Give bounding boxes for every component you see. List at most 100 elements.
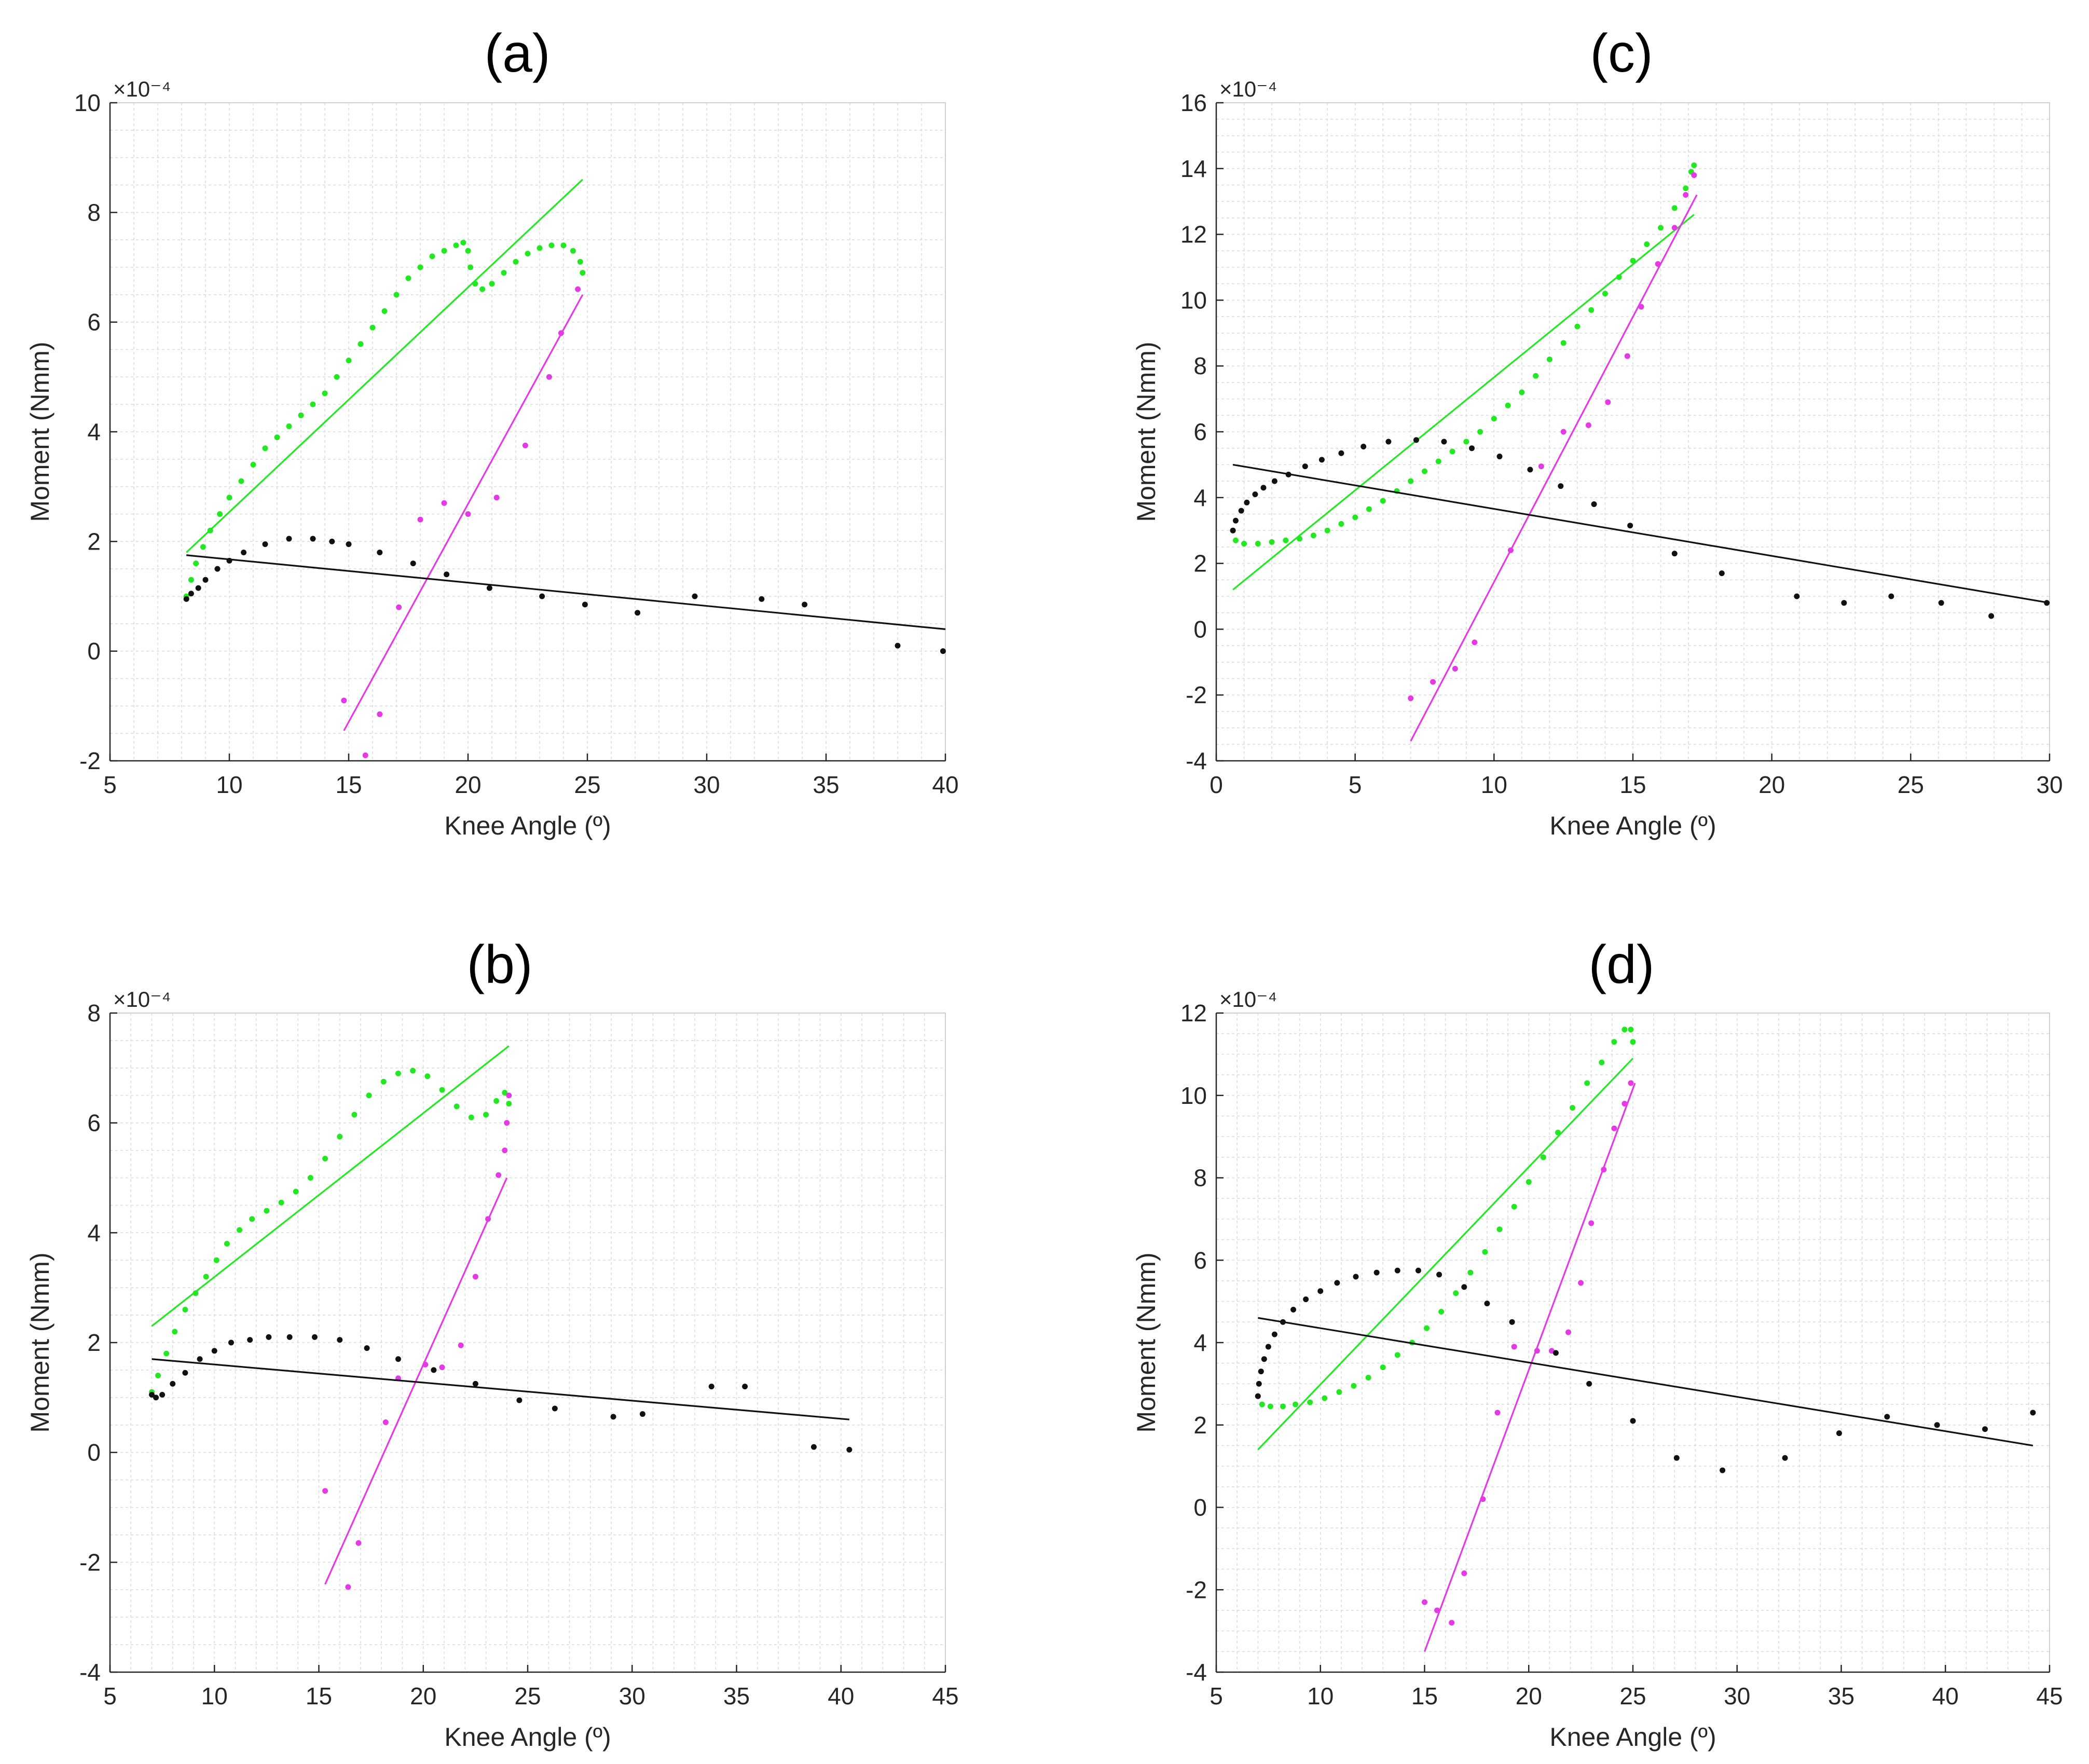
series-green	[1230, 162, 1697, 591]
data-point-green	[1280, 1403, 1286, 1410]
data-point-black	[1720, 1467, 1726, 1473]
series-green	[149, 1045, 512, 1395]
data-point-green	[193, 1290, 199, 1296]
x-tick-label: 35	[813, 771, 839, 798]
x-tick-label: 40	[1932, 1683, 1959, 1710]
panel-title: (a)	[484, 23, 550, 84]
data-point-green	[460, 239, 466, 245]
data-point-green	[298, 412, 304, 418]
data-point-green	[1283, 537, 1289, 543]
x-tick-label: 10	[1307, 1683, 1334, 1710]
data-point-green	[1424, 1325, 1430, 1331]
data-point-magenta	[472, 1274, 478, 1280]
data-point-magenta	[1434, 1607, 1440, 1613]
data-point-magenta	[1655, 261, 1661, 267]
y-tick-label: -4	[1186, 747, 1207, 774]
data-point-black	[1586, 1380, 1592, 1387]
data-point-black	[516, 1397, 523, 1403]
data-point-green	[465, 248, 471, 254]
data-point-magenta	[1578, 1280, 1584, 1286]
y-tick-label: 10	[74, 89, 101, 116]
y-tick-label: 10	[1180, 286, 1207, 313]
data-point-black	[1591, 501, 1597, 507]
data-point-green	[226, 495, 232, 501]
y-tick-label: 8	[87, 199, 101, 226]
data-point-black	[241, 549, 247, 555]
data-point-green	[1477, 429, 1483, 435]
data-point-black	[1527, 467, 1533, 473]
data-point-green	[1269, 539, 1275, 545]
data-point-green	[322, 1155, 328, 1161]
data-point-magenta	[1624, 353, 1630, 359]
data-point-green	[1644, 241, 1650, 248]
data-point-black	[1982, 1426, 1988, 1432]
series-magenta	[1408, 172, 1698, 742]
data-point-black	[364, 1345, 370, 1351]
data-point-magenta	[1534, 1348, 1540, 1354]
x-tick-label: 40	[828, 1683, 854, 1710]
data-point-black	[329, 538, 335, 544]
data-point-green	[483, 1112, 489, 1118]
data-point-magenta	[441, 500, 447, 506]
x-tick-label: 45	[932, 1683, 958, 1710]
data-point-magenta	[439, 1364, 445, 1371]
data-point-magenta	[558, 330, 564, 336]
x-tick-label: 25	[514, 1683, 541, 1710]
data-point-green	[207, 527, 213, 534]
data-point-green	[238, 478, 244, 484]
data-point-black	[228, 1339, 234, 1346]
data-point-magenta	[546, 374, 552, 380]
data-point-black	[444, 571, 450, 578]
data-point-magenta	[1628, 1080, 1634, 1086]
data-point-green	[213, 1257, 219, 1263]
data-point-black	[1671, 551, 1678, 557]
data-point-magenta	[382, 1419, 389, 1425]
data-point-black	[1303, 1296, 1309, 1303]
y-exponent-label: ×10⁻⁴	[113, 77, 171, 101]
panel-title: (c)	[1590, 23, 1653, 84]
x-tick-label: 35	[723, 1683, 750, 1710]
y-tick-label: 2	[87, 528, 101, 555]
data-point-magenta	[1511, 1344, 1517, 1350]
data-point-black	[472, 1380, 478, 1387]
data-point-black	[582, 601, 588, 608]
data-point-black	[1673, 1455, 1680, 1461]
data-point-green	[502, 1089, 508, 1096]
data-point-black	[1255, 1393, 1261, 1399]
x-tick-label: 15	[1411, 1683, 1438, 1710]
y-tick-label: 8	[1193, 352, 1207, 379]
data-point-green	[182, 1307, 188, 1312]
data-point-black	[202, 577, 209, 583]
data-point-black	[1318, 457, 1325, 463]
data-point-black	[197, 1356, 203, 1362]
data-point-green	[322, 390, 328, 396]
data-point-green	[249, 1216, 255, 1222]
data-point-black	[1261, 1356, 1267, 1362]
data-point-green	[1232, 537, 1239, 543]
y-tick-label: -2	[79, 1549, 101, 1576]
data-point-magenta	[1588, 1220, 1595, 1226]
data-point-green	[537, 245, 543, 251]
data-point-green	[468, 264, 474, 270]
data-point-green	[1438, 1308, 1445, 1315]
data-point-green	[203, 1274, 209, 1280]
data-point-magenta	[1565, 1329, 1572, 1335]
data-point-green	[1408, 478, 1414, 484]
data-point-green	[1255, 541, 1261, 547]
data-point-green	[172, 1329, 178, 1335]
data-point-green	[1307, 1399, 1313, 1405]
data-point-green	[1380, 1364, 1386, 1371]
data-point-magenta	[377, 711, 383, 717]
x-tick-label: 5	[103, 1683, 117, 1710]
data-point-black	[539, 593, 545, 599]
data-point-green	[1352, 514, 1358, 521]
data-point-black	[1484, 1301, 1490, 1307]
x-tick-label: 40	[932, 771, 958, 798]
data-point-magenta	[1494, 1410, 1501, 1416]
data-point-green	[453, 1103, 460, 1110]
y-tick-label: -4	[1186, 1659, 1207, 1686]
data-point-black	[552, 1405, 558, 1412]
data-point-magenta	[485, 1216, 491, 1222]
data-point-green	[262, 445, 268, 452]
fit-line-black	[152, 1358, 849, 1420]
